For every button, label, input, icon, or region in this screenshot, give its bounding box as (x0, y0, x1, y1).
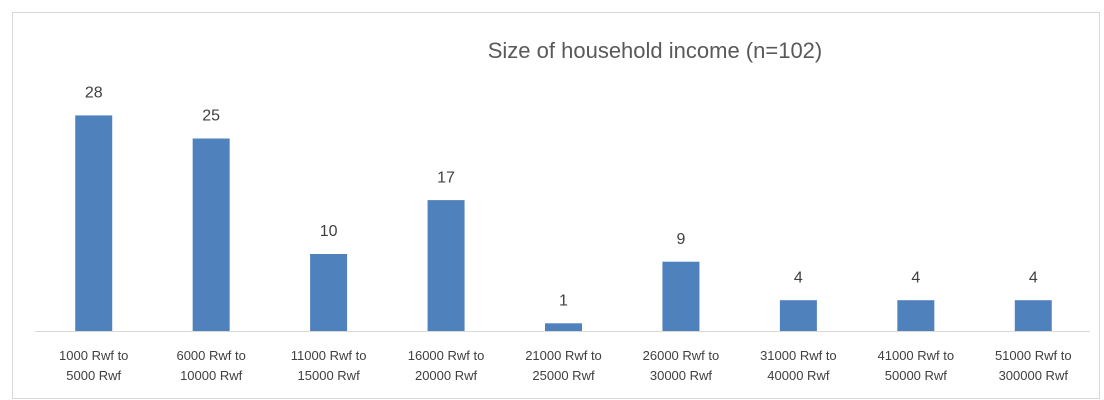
bar (427, 200, 465, 331)
data-label: 4 (911, 269, 920, 286)
data-label: 4 (1029, 269, 1038, 286)
data-label: 10 (320, 223, 338, 240)
bar (75, 115, 113, 332)
x-tick-label: 26000 Rwf to 30000 Rwf (642, 348, 720, 383)
bar (662, 261, 700, 331)
data-label: 4 (794, 269, 803, 286)
x-tick-label: 1000 Rwf to 5000 Rwf (59, 348, 129, 383)
x-tick-label: 31000 Rwf to 40000 Rwf (760, 348, 837, 383)
data-label: 1 (559, 293, 568, 310)
bar (1014, 300, 1052, 331)
x-tick-label: 11000 Rwf to 15000 Rwf (290, 348, 367, 383)
x-tick-label: 21000 Rwf to 25000 Rwf (525, 348, 602, 383)
chart-title: Size of household income (n=102) (488, 38, 823, 63)
bar (779, 300, 817, 331)
chart-frame (12, 12, 1100, 399)
x-tick-label: 16000 Rwf to 20000 Rwf (407, 348, 485, 383)
x-tick-label: 41000 Rwf to 50000 Rwf (877, 348, 955, 383)
x-tick-label: 51000 Rwf to 300000 Rwf (994, 348, 1072, 383)
x-tick-label: 6000 Rwf to 10000 Rwf (176, 348, 246, 383)
data-label: 25 (202, 108, 220, 125)
bar (545, 323, 582, 331)
data-label: 28 (85, 85, 103, 102)
data-label: 17 (437, 169, 455, 186)
bar (897, 300, 935, 331)
data-label: 9 (676, 231, 685, 248)
bar (310, 254, 348, 331)
bar (192, 138, 230, 331)
